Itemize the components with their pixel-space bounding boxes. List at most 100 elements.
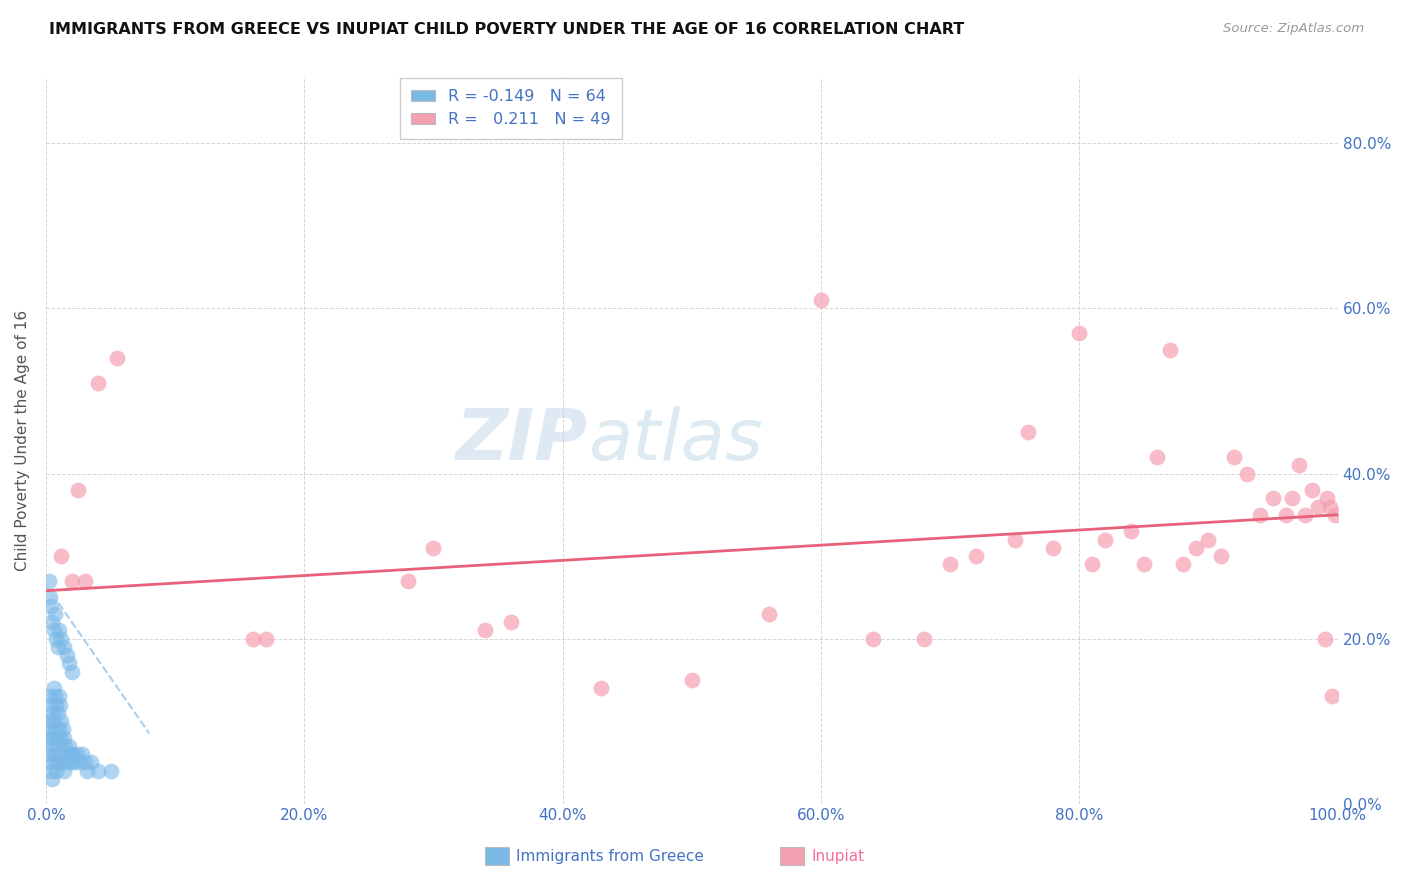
Point	[38, 723, 60, 737]
Point	[1081, 558, 1104, 572]
Point	[73, 574, 96, 588]
Point	[58, 739, 80, 753]
Point	[42, 624, 65, 638]
Point	[1288, 458, 1310, 473]
Point	[60, 756, 83, 770]
Point	[86, 376, 108, 390]
Point	[48, 723, 70, 737]
Point	[48, 624, 70, 638]
Point	[591, 681, 613, 695]
Point	[42, 681, 65, 695]
Point	[1236, 467, 1258, 481]
Point	[45, 764, 67, 778]
Y-axis label: Child Poverty Under the Age of 16: Child Poverty Under the Age of 16	[15, 310, 30, 571]
Point	[62, 747, 84, 761]
Point	[37, 731, 59, 745]
Point	[45, 698, 67, 712]
Point	[42, 714, 65, 728]
Point	[46, 739, 69, 753]
Point	[1133, 558, 1156, 572]
Point	[51, 549, 73, 563]
Point	[38, 574, 60, 588]
Point	[681, 673, 703, 687]
Point	[1324, 508, 1347, 522]
Point	[1069, 326, 1091, 341]
Point	[1281, 491, 1303, 506]
Text: Source: ZipAtlas.com: Source: ZipAtlas.com	[1223, 22, 1364, 36]
Point	[1119, 524, 1142, 539]
Legend: R = -0.149   N = 64, R =   0.211   N = 49: R = -0.149 N = 64, R = 0.211 N = 49	[401, 78, 621, 138]
Point	[396, 574, 419, 588]
Point	[41, 739, 63, 753]
Point	[44, 607, 66, 621]
Point	[254, 632, 277, 646]
Point	[499, 615, 522, 629]
Point	[41, 772, 63, 786]
Point	[1294, 508, 1316, 522]
Point	[39, 698, 62, 712]
Point	[38, 714, 60, 728]
Point	[39, 599, 62, 613]
Point	[474, 624, 496, 638]
Point	[45, 731, 67, 745]
Text: IMMIGRANTS FROM GREECE VS INUPIAT CHILD POVERTY UNDER THE AGE OF 16 CORRELATION : IMMIGRANTS FROM GREECE VS INUPIAT CHILD …	[49, 22, 965, 37]
Point	[38, 756, 60, 770]
Point	[1223, 450, 1246, 464]
Point	[49, 698, 72, 712]
Point	[60, 665, 83, 679]
Point	[1275, 508, 1298, 522]
Point	[44, 756, 66, 770]
Point	[1301, 483, 1323, 497]
Point	[810, 293, 832, 308]
Point	[53, 731, 76, 745]
Point	[80, 756, 103, 770]
Point	[42, 747, 65, 761]
Point	[1004, 533, 1026, 547]
Point	[59, 747, 82, 761]
Point	[862, 632, 884, 646]
Point	[49, 731, 72, 745]
Point	[939, 558, 962, 572]
Point	[1146, 450, 1168, 464]
Point	[86, 764, 108, 778]
Point	[70, 747, 93, 761]
Point	[55, 747, 77, 761]
Point	[52, 756, 75, 770]
Point	[69, 756, 91, 770]
Text: Inupiat: Inupiat	[811, 849, 865, 863]
Point	[1319, 500, 1341, 514]
Point	[48, 690, 70, 704]
Point	[422, 541, 444, 555]
Point	[45, 632, 67, 646]
Point	[1261, 491, 1284, 506]
Point	[965, 549, 987, 563]
Point	[46, 640, 69, 654]
Point	[56, 756, 79, 770]
Point	[76, 764, 98, 778]
Point	[38, 591, 60, 605]
Point	[44, 723, 66, 737]
Point	[48, 756, 70, 770]
Point	[53, 739, 76, 753]
Point	[51, 714, 73, 728]
Point	[100, 764, 122, 778]
Text: ZIP: ZIP	[456, 406, 589, 475]
Point	[1249, 508, 1271, 522]
Point	[38, 747, 60, 761]
Point	[38, 690, 60, 704]
Point	[63, 756, 86, 770]
Point	[1211, 549, 1233, 563]
Point	[46, 706, 69, 720]
Point	[105, 351, 128, 365]
Point	[73, 756, 96, 770]
Point	[39, 731, 62, 745]
Point	[58, 657, 80, 671]
Point	[41, 615, 63, 629]
Point	[39, 764, 62, 778]
Point	[60, 574, 83, 588]
Point	[1308, 500, 1330, 514]
Point	[41, 706, 63, 720]
Point	[55, 648, 77, 662]
Point	[1322, 690, 1344, 704]
Point	[53, 764, 76, 778]
